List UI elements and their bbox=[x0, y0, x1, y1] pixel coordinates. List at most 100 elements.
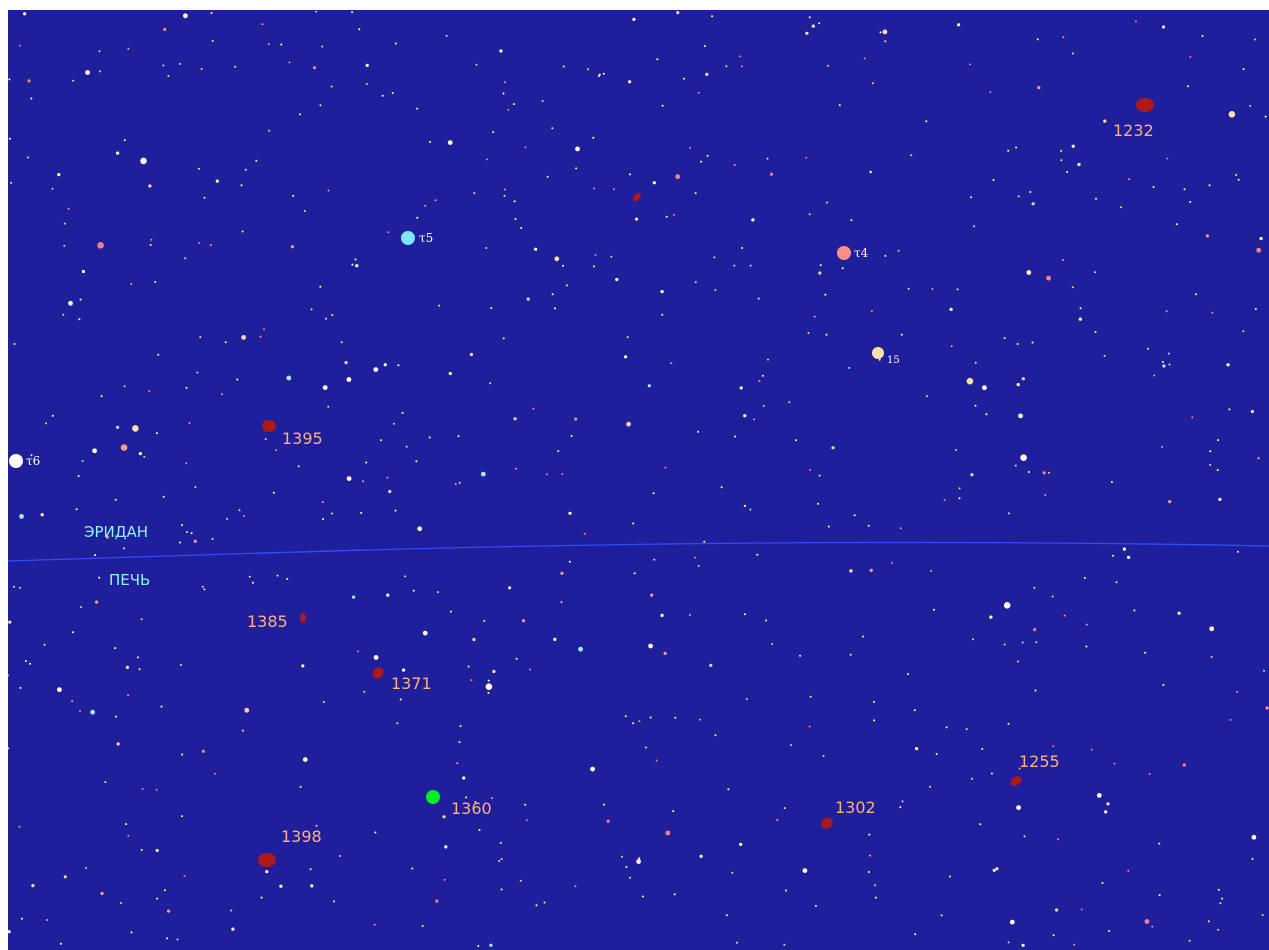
background-star bbox=[1144, 651, 1147, 654]
background-star bbox=[1003, 337, 1006, 340]
background-star bbox=[127, 47, 130, 50]
background-star bbox=[443, 878, 446, 881]
background-star bbox=[90, 709, 95, 715]
background-star bbox=[753, 418, 755, 421]
background-star bbox=[299, 113, 301, 116]
background-star bbox=[636, 859, 641, 864]
background-star bbox=[1071, 286, 1074, 289]
background-star bbox=[594, 254, 597, 257]
background-star bbox=[241, 230, 244, 233]
background-star bbox=[1250, 409, 1254, 414]
background-star bbox=[644, 746, 647, 749]
background-star bbox=[265, 870, 269, 874]
galaxy-1255-marker[interactable] bbox=[1009, 775, 1023, 788]
background-star bbox=[486, 158, 488, 161]
background-star bbox=[850, 219, 853, 222]
background-star bbox=[1128, 178, 1131, 181]
background-star bbox=[1177, 611, 1181, 615]
background-star bbox=[288, 61, 291, 64]
background-star bbox=[456, 762, 459, 765]
background-star bbox=[1036, 38, 1039, 41]
background-star bbox=[1026, 270, 1032, 275]
background-star bbox=[166, 937, 169, 940]
galaxy-1255-label[interactable]: 1255 bbox=[1019, 752, 1060, 771]
background-star bbox=[767, 358, 769, 361]
background-star bbox=[332, 900, 335, 903]
background-star bbox=[632, 17, 636, 21]
background-star bbox=[948, 875, 951, 878]
background-star bbox=[1187, 85, 1189, 88]
star-15-label: 15 bbox=[887, 355, 900, 366]
background-star bbox=[472, 637, 476, 642]
background-star bbox=[1003, 602, 1011, 609]
background-star bbox=[127, 694, 130, 697]
galaxy-marker[interactable] bbox=[631, 191, 642, 203]
background-star bbox=[458, 481, 461, 484]
background-star bbox=[813, 315, 816, 318]
background-star bbox=[727, 788, 730, 791]
background-star bbox=[201, 585, 204, 588]
background-star bbox=[310, 308, 313, 311]
background-star bbox=[1151, 925, 1154, 928]
background-star bbox=[422, 630, 428, 636]
background-star bbox=[1211, 311, 1214, 314]
galaxy-1395-marker[interactable] bbox=[262, 420, 276, 432]
galaxy-1398-marker[interactable] bbox=[258, 853, 276, 867]
background-star bbox=[26, 156, 29, 159]
background-star bbox=[1037, 86, 1041, 90]
background-star bbox=[1021, 943, 1025, 947]
star-tau6[interactable] bbox=[9, 454, 23, 468]
background-star bbox=[1035, 641, 1038, 644]
background-star bbox=[683, 77, 686, 80]
background-star bbox=[92, 448, 97, 454]
galaxy-1385-marker[interactable] bbox=[300, 613, 306, 623]
galaxy-1302-label[interactable]: 1302 bbox=[835, 798, 876, 817]
background-star bbox=[500, 888, 503, 891]
background-star bbox=[1189, 200, 1192, 203]
background-star bbox=[331, 512, 333, 515]
background-star bbox=[203, 588, 206, 591]
background-star bbox=[1014, 464, 1017, 467]
background-star bbox=[808, 725, 811, 728]
background-star bbox=[8, 674, 10, 677]
sky-map[interactable] bbox=[8, 10, 1269, 950]
background-star bbox=[1229, 718, 1232, 721]
galaxy-1371-label[interactable]: 1371 bbox=[391, 674, 432, 693]
galaxy-1360-label[interactable]: 1360 bbox=[451, 799, 492, 818]
galaxy-1398-label[interactable]: 1398 bbox=[281, 827, 322, 846]
background-star bbox=[386, 476, 389, 479]
star-15[interactable] bbox=[872, 347, 884, 359]
background-star bbox=[1108, 930, 1111, 932]
galaxy-1360-marker[interactable] bbox=[426, 790, 440, 804]
background-star bbox=[448, 371, 452, 376]
background-star bbox=[62, 313, 65, 316]
background-star bbox=[525, 819, 528, 822]
background-star bbox=[325, 317, 328, 320]
background-star bbox=[184, 257, 187, 260]
background-star bbox=[81, 269, 85, 274]
background-star bbox=[1183, 188, 1186, 191]
background-star bbox=[215, 179, 219, 183]
star-tau4[interactable] bbox=[837, 246, 851, 260]
galaxy-1385-label[interactable]: 1385 bbox=[247, 612, 288, 631]
galaxy-1302-marker[interactable] bbox=[819, 816, 834, 831]
background-star bbox=[167, 909, 171, 913]
background-star bbox=[766, 157, 769, 160]
galaxy-1232-marker[interactable] bbox=[1136, 98, 1154, 112]
background-star bbox=[176, 938, 179, 941]
star-tau5[interactable] bbox=[401, 231, 415, 245]
background-star bbox=[1046, 275, 1051, 281]
background-star bbox=[634, 217, 639, 221]
background-star bbox=[244, 707, 250, 713]
background-star bbox=[416, 107, 419, 110]
background-star bbox=[1052, 934, 1055, 937]
galaxy-1395-label[interactable]: 1395 bbox=[282, 429, 323, 448]
background-star bbox=[512, 103, 515, 106]
star-chart[interactable]: τ5 τ4 15 τ6 ЭРИДАН ПЕЧЬ 1232 1395 1385 1… bbox=[8, 10, 1269, 950]
background-star bbox=[98, 70, 101, 73]
background-star bbox=[725, 914, 728, 917]
background-star bbox=[63, 244, 66, 247]
background-star bbox=[397, 364, 400, 367]
galaxy-1232-label[interactable]: 1232 bbox=[1113, 121, 1154, 140]
galaxy-1371-marker[interactable] bbox=[370, 665, 385, 681]
